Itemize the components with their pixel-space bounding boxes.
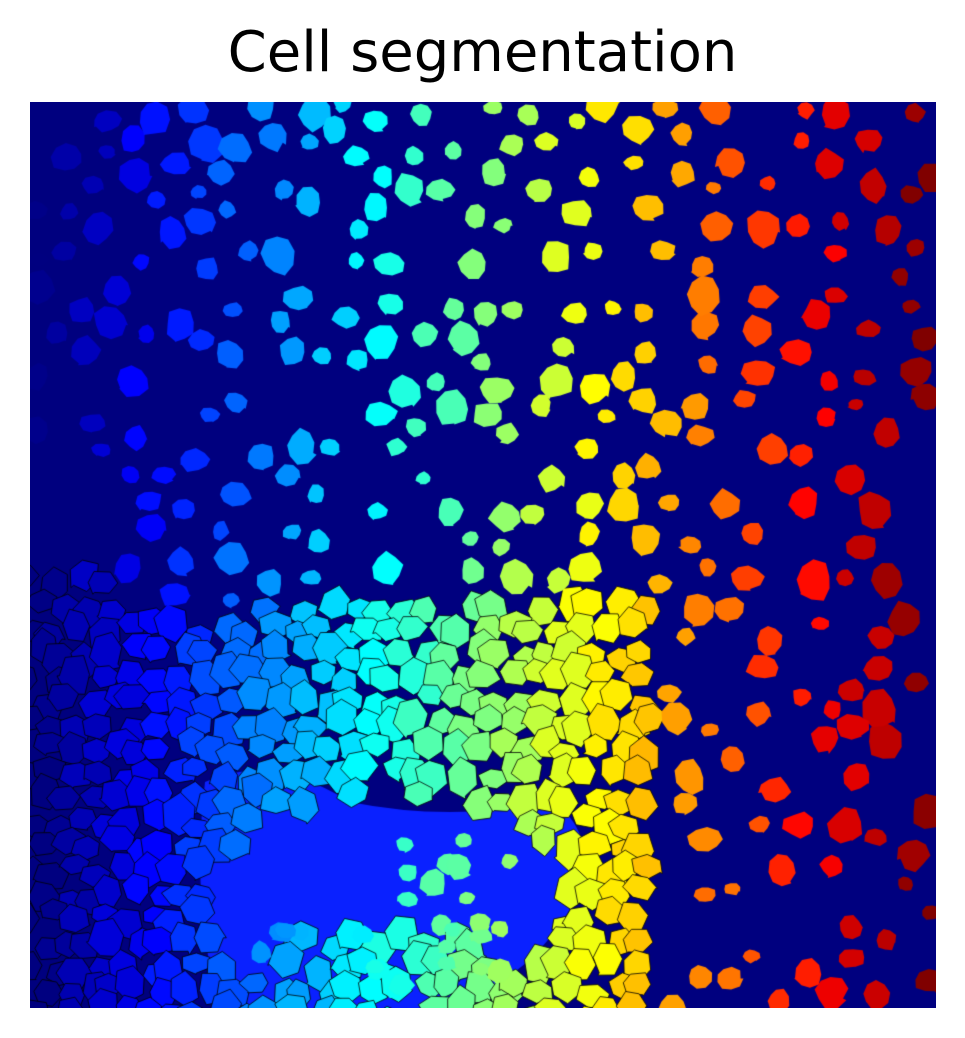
segmentation-image xyxy=(30,102,936,1008)
figure-title: Cell segmentation xyxy=(227,20,738,85)
segmentation-canvas xyxy=(30,102,936,1008)
